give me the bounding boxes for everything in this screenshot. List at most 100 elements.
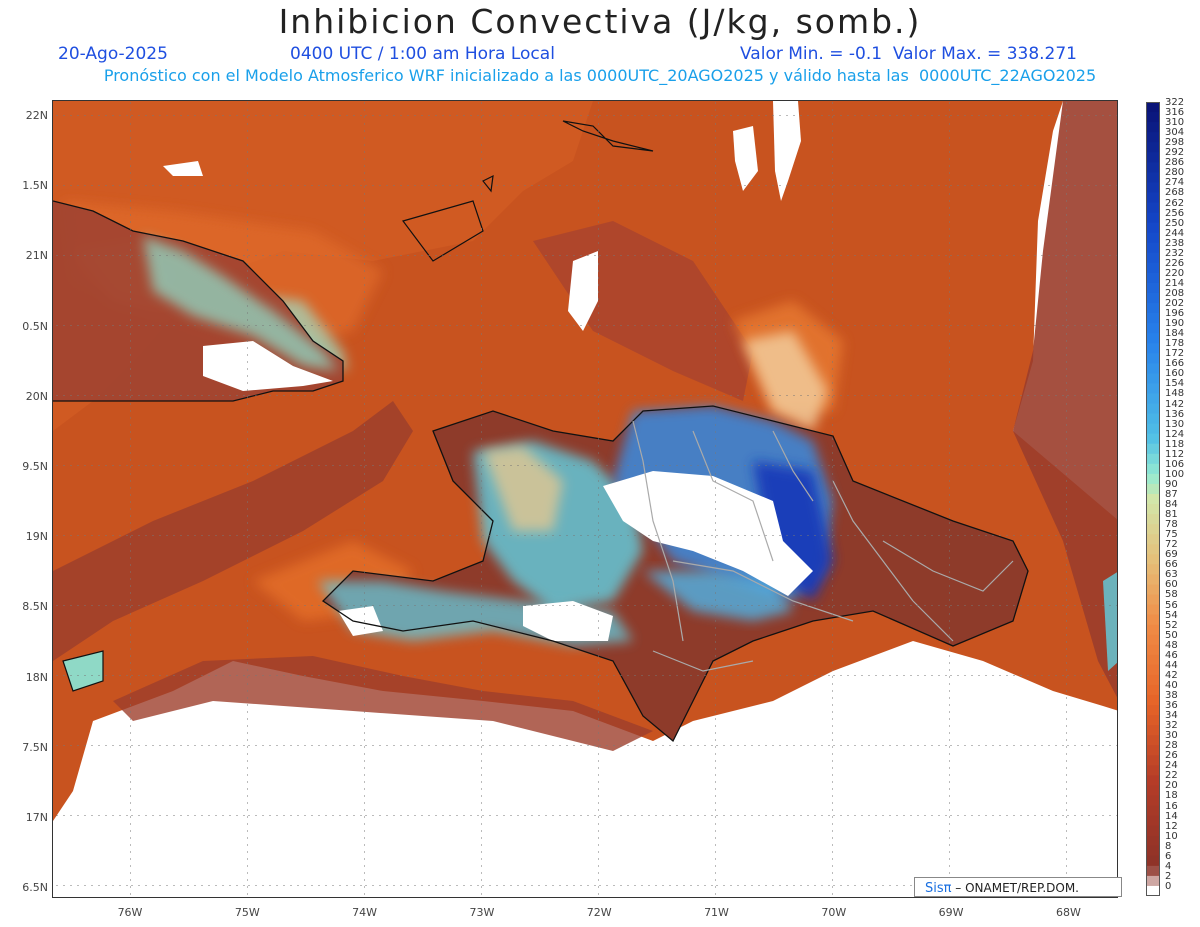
legend-label: 24 bbox=[1165, 760, 1178, 772]
legend-label: 2 bbox=[1165, 870, 1172, 882]
legend-swatch bbox=[1146, 443, 1160, 455]
legend-swatch bbox=[1146, 122, 1160, 133]
lat-label: 6.5N bbox=[22, 881, 48, 895]
legend-swatch bbox=[1146, 232, 1160, 244]
lat-label: 21N bbox=[25, 249, 48, 263]
legend-swatch bbox=[1146, 524, 1160, 535]
legend-label: 50 bbox=[1165, 629, 1178, 641]
legend-label: 14 bbox=[1165, 810, 1178, 822]
legend-label: 238 bbox=[1165, 237, 1185, 249]
legend-swatch bbox=[1146, 282, 1160, 294]
legend-swatch bbox=[1146, 745, 1160, 756]
lon-label: 68W bbox=[1055, 906, 1081, 919]
legend-swatch bbox=[1146, 674, 1160, 686]
legend-label: 244 bbox=[1165, 227, 1185, 239]
legend-label: 81 bbox=[1165, 509, 1178, 521]
legend-swatch bbox=[1146, 112, 1160, 123]
legend-swatch bbox=[1146, 262, 1160, 274]
legend-swatch bbox=[1146, 483, 1160, 495]
lat-label: 20N bbox=[25, 389, 48, 403]
legend-label: 124 bbox=[1165, 428, 1185, 440]
legend-label: 44 bbox=[1165, 659, 1178, 671]
legend-label: 118 bbox=[1165, 438, 1185, 450]
lon-label: 70W bbox=[821, 906, 847, 919]
legend-label: 6 bbox=[1165, 850, 1172, 862]
legend-label: 22 bbox=[1165, 770, 1178, 782]
legend-label: 202 bbox=[1165, 298, 1185, 309]
legend-swatch bbox=[1146, 544, 1160, 555]
legend-swatch bbox=[1146, 212, 1160, 224]
legend-swatch bbox=[1146, 684, 1160, 696]
legend-swatch bbox=[1146, 785, 1160, 796]
legend-swatch bbox=[1146, 453, 1160, 465]
color-legend bbox=[1146, 102, 1160, 896]
legend-swatch bbox=[1146, 885, 1160, 896]
legend-swatch bbox=[1146, 313, 1160, 324]
legend-label: 142 bbox=[1165, 398, 1185, 410]
legend-swatch bbox=[1146, 845, 1160, 857]
legend-swatch bbox=[1146, 172, 1160, 183]
legend-swatch bbox=[1146, 142, 1160, 153]
lat-label: 22N bbox=[25, 109, 48, 122]
legend-swatch bbox=[1146, 835, 1160, 847]
legend-label: 36 bbox=[1165, 700, 1178, 712]
legend-label: 66 bbox=[1165, 559, 1178, 571]
model-info: Pronóstico con el Modelo Atmosferico WRF… bbox=[103, 66, 1097, 85]
legend-swatch bbox=[1146, 614, 1160, 626]
legend-label: 78 bbox=[1165, 519, 1178, 531]
legend-label: 34 bbox=[1165, 710, 1178, 722]
legend-label: 84 bbox=[1165, 499, 1178, 511]
legend-swatch bbox=[1146, 252, 1160, 264]
legend-label: 8 bbox=[1165, 840, 1172, 852]
legend-swatch bbox=[1146, 514, 1160, 525]
legend-label: 154 bbox=[1165, 378, 1185, 390]
legend-label: 38 bbox=[1165, 689, 1178, 701]
legend-label: 12 bbox=[1165, 820, 1178, 832]
legend-swatch bbox=[1146, 715, 1160, 726]
legend-swatch bbox=[1146, 353, 1160, 364]
legend-swatch bbox=[1146, 654, 1160, 666]
legend-swatch bbox=[1146, 403, 1160, 415]
legend-label: 32 bbox=[1165, 720, 1178, 732]
lon-label: 69W bbox=[938, 906, 964, 919]
legend-swatch bbox=[1146, 725, 1160, 736]
legend-swatch bbox=[1146, 634, 1160, 646]
lon-label: 71W bbox=[704, 906, 729, 919]
legend-label: 316 bbox=[1165, 107, 1185, 119]
legend-swatch bbox=[1146, 584, 1160, 595]
legend-label: 52 bbox=[1165, 619, 1178, 631]
legend-swatch bbox=[1146, 192, 1160, 204]
map-title: Inhibicion Convectiva (J/kg, somb.) bbox=[278, 2, 922, 41]
legend-swatch bbox=[1146, 292, 1160, 304]
legend-label: 106 bbox=[1165, 458, 1185, 470]
map-panel bbox=[52, 100, 1118, 898]
legend-swatch bbox=[1146, 102, 1160, 113]
legend-label: 292 bbox=[1165, 147, 1185, 159]
legend-label: 46 bbox=[1165, 649, 1178, 661]
legend-label: 136 bbox=[1165, 408, 1185, 420]
legend-label: 90 bbox=[1165, 478, 1178, 490]
lon-label: 72W bbox=[586, 906, 612, 919]
legend-swatch bbox=[1146, 272, 1160, 284]
legend-label: 268 bbox=[1165, 187, 1185, 199]
legend-swatch bbox=[1146, 182, 1160, 193]
legend-swatch bbox=[1146, 493, 1160, 505]
legend-label: 60 bbox=[1165, 579, 1178, 591]
legend-label: 30 bbox=[1165, 730, 1178, 742]
legend-swatch bbox=[1146, 333, 1160, 344]
lat-label: 1.5N bbox=[22, 179, 48, 193]
legend-swatch bbox=[1146, 564, 1160, 575]
legend-label: 160 bbox=[1165, 368, 1185, 380]
legend-label: 58 bbox=[1165, 589, 1178, 601]
legend-label: 172 bbox=[1165, 348, 1185, 360]
lat-label: 8.5N bbox=[22, 600, 48, 614]
legend-label: 48 bbox=[1165, 639, 1178, 651]
legend-swatch bbox=[1146, 775, 1160, 786]
legend-label: 280 bbox=[1165, 167, 1185, 179]
legend-swatch bbox=[1146, 343, 1160, 354]
legend-label: 208 bbox=[1165, 287, 1185, 299]
legend-swatch bbox=[1146, 735, 1160, 746]
legend-swatch bbox=[1146, 473, 1160, 485]
lat-label: 9.5N bbox=[22, 460, 48, 473]
legend-swatch bbox=[1146, 805, 1160, 817]
